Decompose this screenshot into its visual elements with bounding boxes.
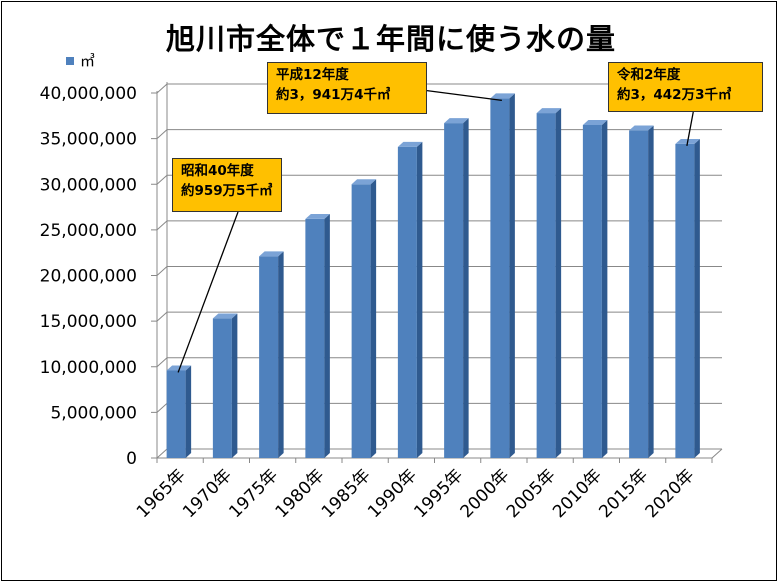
y-tick-label: 0	[126, 449, 137, 469]
x-tick-label: 1965年	[133, 465, 190, 522]
x-tick-label: 1980年	[272, 465, 329, 522]
bar-2010年	[582, 124, 602, 458]
y-tick-label: 30,000,000	[40, 175, 137, 195]
bar-top-2010年	[582, 119, 608, 125]
annotation-1965: 昭和40年度 約959万5千㎥	[172, 158, 282, 212]
y-tick-label: 10,000,000	[40, 358, 137, 378]
legend-label: ㎥	[80, 52, 96, 70]
x-tick-label: 2010年	[549, 465, 606, 522]
grid-depth-8	[156, 83, 168, 94]
legend-swatch	[66, 56, 74, 65]
bar-top-2000年	[490, 93, 515, 99]
bar-top-1985年	[351, 179, 377, 185]
x-tick-label: 2005年	[503, 465, 560, 522]
bar-1970年	[212, 318, 232, 458]
grid-depth-6	[156, 174, 168, 185]
y-tick-label: 35,000,000	[40, 130, 137, 150]
y-tick-label: 15,000,000	[40, 312, 137, 332]
x-tick-label: 2000年	[457, 465, 514, 522]
bar-top-1990年	[397, 141, 423, 147]
annotation-leader	[686, 111, 694, 147]
legend: ㎥	[66, 50, 95, 71]
annotation-leader	[177, 211, 239, 373]
annotation-1965-line1: 昭和40年度	[181, 163, 254, 179]
bar-1975年	[259, 256, 279, 458]
annotation-2000-line2: 約3，941万4千㎥	[276, 87, 391, 103]
grid-depth-2	[156, 357, 168, 368]
bar-side-2020年	[694, 138, 700, 458]
bar-top-1970年	[212, 313, 238, 319]
grid-depth-1	[156, 403, 168, 413]
bar-side-2000年	[509, 93, 515, 458]
bar-side-2010年	[601, 119, 608, 459]
bar-side-1965年	[185, 365, 192, 458]
bar-top-2015年	[629, 125, 654, 131]
bar-side-1970年	[231, 313, 238, 458]
x-tick-label: 1975年	[225, 465, 282, 522]
y-tick-label: 5,000,000	[50, 403, 137, 423]
floor-edge	[711, 448, 723, 459]
bar-side-1990年	[416, 141, 423, 458]
bar-top-1965年	[166, 365, 192, 371]
x-tick-label: 1985年	[318, 465, 375, 522]
annotation-2020: 令和2年度 約3，442万3千㎥	[608, 62, 763, 112]
annotation-2000-line1: 平成12年度	[276, 67, 349, 83]
annotation-leader	[426, 89, 502, 101]
bar-top-2005年	[536, 108, 562, 114]
grid-depth-7	[156, 129, 168, 139]
annotation-2000: 平成12年度 約3，941万4千㎥	[267, 62, 427, 114]
x-tick-label: 1970年	[179, 465, 236, 522]
y-tick-label: 20,000,000	[40, 267, 137, 287]
bar-top-1995年	[444, 118, 469, 124]
bar-side-1975年	[278, 251, 284, 458]
grid-depth-4	[156, 266, 168, 276]
bar-side-2005年	[555, 108, 562, 458]
bar-side-1980年	[324, 213, 330, 458]
bar-side-2015年	[648, 125, 654, 459]
grid-depth-0	[156, 448, 168, 459]
bar-1980年	[305, 218, 325, 458]
bar-top-1980年	[305, 213, 330, 219]
bar-1985年	[351, 184, 371, 458]
x-tick-label: 1990年	[364, 465, 421, 522]
bar-2000年	[490, 98, 510, 458]
grid-depth-5	[156, 220, 168, 231]
x-tick-label: 2020年	[642, 465, 699, 522]
annotation-1965-line2: 約959万5千㎥	[181, 183, 273, 199]
bar-2015年	[629, 130, 649, 458]
annotation-2020-line2: 約3，442万3千㎥	[617, 87, 732, 103]
chart-title: 旭川市全体で１年間に使う水の量	[165, 22, 616, 56]
bar-side-1985年	[370, 179, 377, 459]
y-tick-label: 40,000,000	[40, 84, 137, 104]
bar-2020年	[675, 143, 695, 458]
bar-side-1995年	[463, 118, 469, 458]
bar-1995年	[444, 123, 464, 459]
grid-depth-3	[156, 311, 168, 322]
bar-2005年	[536, 113, 556, 458]
bar-top-1975年	[259, 251, 284, 257]
annotation-2020-line1: 令和2年度	[617, 67, 681, 83]
bar-1990年	[397, 146, 417, 458]
y-tick-label: 25,000,000	[40, 221, 137, 241]
bar-1965年	[166, 370, 186, 458]
x-tick-label: 2015年	[595, 465, 652, 522]
x-tick-label: 1995年	[410, 465, 467, 522]
